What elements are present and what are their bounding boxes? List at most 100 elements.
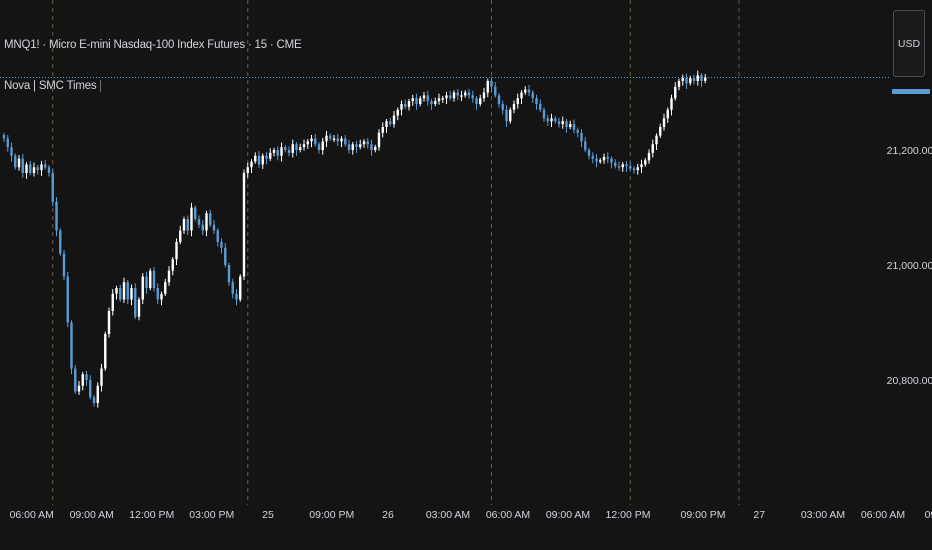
candle-body — [152, 270, 156, 288]
candle-body — [14, 155, 17, 168]
candle-body — [606, 156, 609, 159]
candle-body — [257, 155, 261, 165]
candle-body — [640, 164, 643, 168]
candle-body — [400, 104, 403, 110]
candle-body — [134, 288, 137, 317]
candle-body — [107, 311, 111, 334]
candle-body — [212, 224, 216, 231]
candle-body — [272, 150, 276, 153]
currency-button[interactable]: USD — [893, 10, 925, 77]
candle-body — [366, 141, 369, 145]
candle-body — [269, 152, 272, 159]
candle-body — [344, 138, 347, 145]
indicator-label[interactable]: Nova | SMC Times — [4, 80, 102, 92]
candle-body — [351, 144, 354, 150]
candle-body — [464, 92, 467, 96]
candle-body — [29, 164, 32, 173]
candle-body — [66, 276, 69, 323]
candle-body — [51, 173, 54, 202]
candle-body — [175, 242, 178, 260]
candle-body — [197, 219, 201, 225]
candle-body — [171, 259, 174, 271]
candle-body — [647, 152, 651, 161]
candle-body — [576, 129, 579, 133]
candle-body — [40, 164, 43, 171]
candle-body — [317, 144, 321, 150]
candle-body — [479, 98, 482, 104]
candle-body — [239, 276, 242, 300]
candle-body — [104, 334, 107, 369]
candle-body — [415, 98, 418, 104]
candle-body — [524, 89, 527, 93]
price-tick-label: 20,800.00 — [887, 375, 932, 387]
candle-body — [306, 141, 309, 145]
candle-body — [89, 380, 92, 398]
candle-body — [625, 164, 628, 167]
candle-body — [426, 95, 429, 102]
price-axis[interactable]: 21,200.00 21,000.00 20,800.00 — [887, 145, 932, 387]
candle-body — [59, 230, 62, 254]
candle-body — [190, 207, 193, 231]
candle-body — [497, 95, 501, 104]
candle-body — [235, 293, 238, 300]
time-tick-label: 06:00 AM — [861, 509, 905, 521]
candle-body — [696, 75, 699, 81]
candle-body — [490, 81, 493, 87]
candle-body — [10, 147, 13, 156]
candle-body — [580, 132, 583, 142]
time-tick-label: 09:00 AM — [546, 509, 590, 521]
candle-body — [242, 173, 246, 277]
candle-body — [674, 86, 677, 99]
candle-body — [411, 98, 414, 102]
candle-body — [396, 109, 399, 116]
time-tick-label: 06:00 AM — [10, 509, 54, 521]
candle-body — [347, 144, 351, 150]
symbol-title[interactable]: MNQ1! · Micro E-mini Nasdaq-100 Index Fu… — [4, 39, 302, 51]
candle-body — [137, 299, 141, 317]
candle-body — [231, 282, 234, 294]
candle-body — [156, 288, 159, 300]
candle-body — [36, 167, 39, 171]
candle-body — [449, 95, 452, 99]
candle-body — [85, 374, 88, 380]
candle-body — [17, 158, 21, 168]
time-tick-label: 09:00 PM — [681, 509, 726, 521]
time-axis[interactable]: 06:00 AM 09:00 AM 12:00 PM 03:00 PM 25 09:00 … — [10, 509, 932, 521]
candle-body — [685, 78, 688, 84]
candle-body — [531, 92, 534, 99]
candle-body — [677, 81, 681, 87]
candle-body — [554, 118, 557, 122]
candle-body — [164, 282, 167, 294]
candle-body — [407, 101, 411, 107]
candle-body — [160, 293, 163, 300]
candle-body — [6, 138, 9, 148]
candle-body — [542, 109, 546, 119]
candle-body — [77, 385, 81, 392]
candle-body — [55, 201, 58, 231]
last-price-marker — [892, 89, 930, 94]
candle-body — [62, 253, 66, 277]
time-tick-label: 06:00 AM — [486, 509, 530, 521]
candle-body — [692, 78, 696, 81]
candle-body — [621, 164, 624, 168]
candle-body — [681, 78, 684, 81]
candle-body — [404, 104, 407, 107]
candle-body — [209, 213, 212, 225]
candle-body — [216, 230, 219, 242]
candle-body — [430, 101, 433, 104]
candle-body — [295, 144, 298, 150]
candle-body — [167, 270, 171, 283]
time-tick-label: 12:00 PM — [129, 509, 174, 521]
candle-body — [610, 158, 613, 163]
time-tick-label: 09:00 PM — [309, 509, 354, 521]
candle-body — [539, 104, 542, 110]
candle-body — [224, 247, 227, 265]
candle-body — [482, 92, 486, 99]
candle-body — [265, 155, 268, 159]
candle-body — [456, 92, 459, 96]
candle-body — [340, 138, 343, 142]
candle-body — [419, 98, 422, 104]
time-tick-label: 26 — [382, 509, 394, 521]
candle-body — [467, 92, 471, 96]
